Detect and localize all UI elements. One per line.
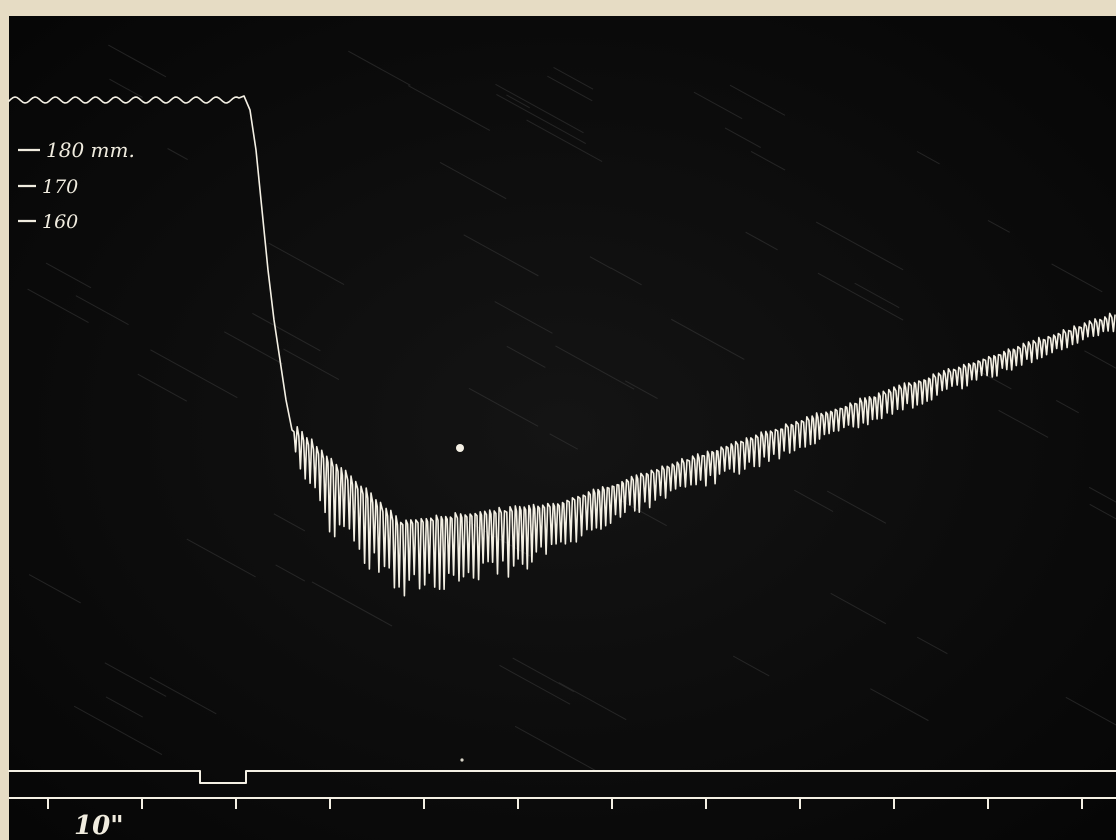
scratch [496, 93, 586, 144]
scratch [512, 657, 575, 693]
scratch [670, 318, 745, 360]
time-ticks [47, 798, 1083, 809]
scratch [619, 499, 667, 527]
smoked-record [9, 16, 1116, 840]
scratch [750, 150, 786, 171]
scratch [75, 295, 129, 326]
scratch [794, 489, 834, 512]
scale-label-170: 170 [42, 176, 78, 198]
scratch [186, 538, 256, 578]
scratch [311, 581, 393, 627]
scratch [1051, 263, 1103, 293]
scratch [149, 676, 217, 715]
scratch [732, 655, 770, 677]
scratch [137, 373, 188, 402]
scratch [547, 75, 593, 102]
scratch [514, 725, 598, 772]
scratch [150, 349, 238, 399]
scratch [27, 288, 89, 324]
scratch [1088, 486, 1116, 503]
scratch [45, 262, 92, 289]
scratch [167, 148, 188, 160]
scratch [729, 84, 786, 116]
scratch [610, 267, 642, 286]
scratch [283, 348, 340, 381]
scratch [104, 662, 167, 697]
scratch [624, 380, 658, 400]
scratch [815, 221, 904, 271]
scratch [826, 490, 887, 524]
scratch [109, 78, 143, 98]
scratch [506, 345, 546, 368]
scratch [830, 592, 887, 625]
scale-label-160: 160 [42, 211, 78, 233]
scratch [724, 127, 761, 148]
scratch [558, 682, 627, 721]
scratch [745, 231, 778, 251]
scratch [463, 234, 539, 277]
scratch [916, 151, 940, 165]
scratch [555, 345, 635, 390]
scratch [105, 696, 143, 718]
scratch [73, 705, 163, 755]
scratch [252, 312, 321, 352]
scratch [589, 256, 612, 269]
surface-scratches [27, 44, 1116, 772]
scratch [693, 91, 743, 120]
scratch [273, 513, 306, 532]
scratch [1056, 399, 1079, 414]
scratch [549, 433, 578, 450]
scratch [998, 409, 1049, 438]
scratch [1065, 696, 1116, 726]
scratch [854, 282, 900, 309]
scratch [494, 301, 553, 334]
scratch [817, 272, 904, 321]
scratch [1089, 503, 1116, 520]
scratch [468, 387, 539, 427]
pressure-scale: 180 mm. 170 160 [18, 138, 135, 233]
scratch [28, 574, 81, 604]
scratch [439, 161, 507, 200]
scratch [506, 94, 530, 109]
scale-label-180: 180 mm. [46, 138, 135, 162]
scratch [275, 564, 306, 582]
scratch [108, 44, 167, 78]
scratch [407, 85, 491, 131]
time-interval-label: 10" [74, 811, 124, 840]
scratch [870, 688, 929, 722]
scratch [1084, 350, 1116, 369]
speck [456, 444, 464, 452]
scratch [526, 119, 603, 163]
scratch [268, 242, 345, 286]
scratch [495, 83, 584, 134]
speck-small [460, 758, 464, 762]
blood-pressure-trace [8, 95, 1116, 597]
scratch [499, 664, 571, 705]
signal-marker-line [8, 770, 1116, 784]
scratch [553, 67, 594, 90]
scratch [224, 331, 284, 365]
scratch [916, 636, 948, 655]
scratch [348, 50, 411, 86]
scratch [987, 219, 1010, 233]
